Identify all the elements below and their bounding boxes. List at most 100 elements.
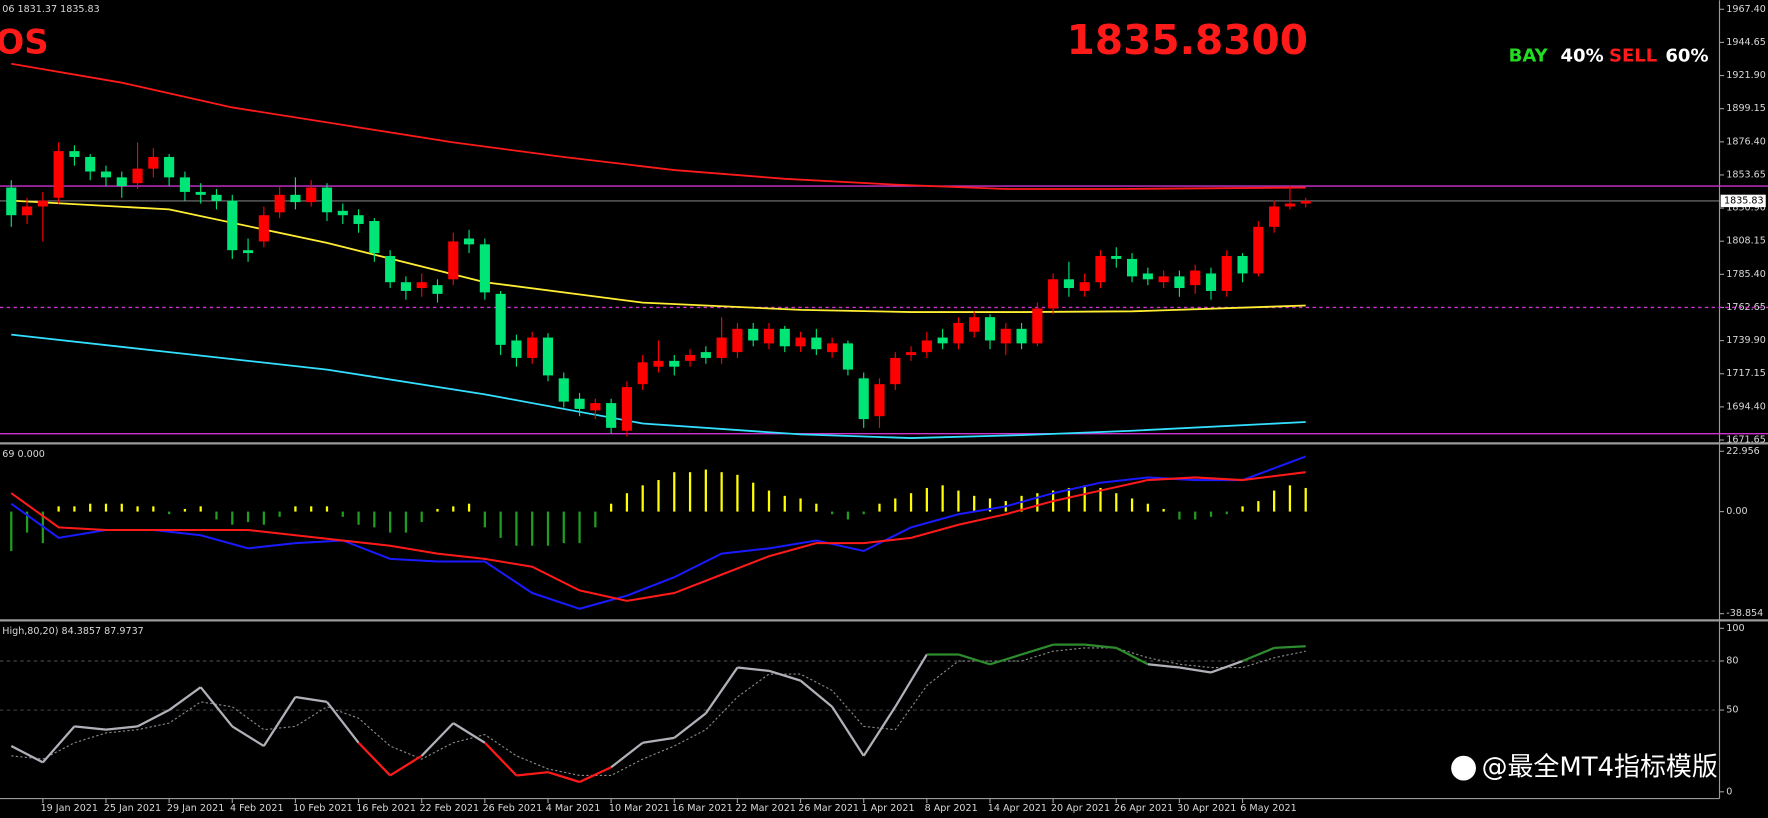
y-tick-label: 0 — [1726, 786, 1732, 797]
histogram-bar — [199, 506, 202, 512]
candle-body — [195, 191, 206, 195]
histogram-bar — [1099, 487, 1102, 512]
candle-body — [385, 255, 396, 283]
candle-body — [1300, 200, 1311, 204]
x-tick-label: 26 Mar 2021 — [798, 803, 859, 814]
histogram-bar — [1020, 495, 1023, 512]
candle-body — [921, 340, 932, 353]
histogram-bar — [294, 506, 297, 512]
histogram-bar — [1036, 493, 1039, 512]
candle-body — [479, 244, 490, 293]
histogram-bar — [136, 506, 139, 512]
histogram-bar — [278, 511, 281, 517]
stochastic-segment — [673, 712, 707, 739]
stochastic-segment — [41, 725, 76, 764]
candle-body — [100, 171, 112, 178]
histogram-bar — [815, 503, 818, 512]
stochastic-segment — [420, 722, 455, 757]
histogram-bar — [104, 503, 108, 512]
y-tick-label: 1694.40 — [1726, 401, 1766, 412]
y-tick-label: 80 — [1726, 656, 1738, 667]
current-price-box — [1720, 194, 1766, 208]
candle-body — [984, 317, 996, 341]
stochastic-segment — [1242, 646, 1275, 663]
histogram-bar — [389, 511, 392, 533]
stochastic-segment — [357, 741, 391, 777]
macd-line — [10, 471, 1306, 602]
candle-body — [116, 177, 127, 187]
candle-body — [321, 187, 333, 213]
histogram-bar — [404, 511, 408, 533]
candle-body — [1079, 282, 1090, 291]
y-tick-label: 1671.65 — [1726, 435, 1766, 446]
candle-body — [653, 360, 664, 367]
stochastic-segment — [989, 653, 1022, 666]
histogram-bar — [1083, 485, 1086, 512]
stochastic-segment — [168, 686, 202, 711]
candle-body — [132, 168, 143, 184]
candle-body — [448, 241, 459, 280]
candle-body — [969, 317, 980, 332]
stochastic-segment — [894, 653, 928, 708]
candle-body — [1126, 258, 1138, 277]
y-tick-label: 1739.90 — [1726, 335, 1766, 346]
x-tick-label: 16 Mar 2021 — [672, 803, 733, 814]
histogram-bar — [341, 511, 344, 517]
candle-body — [1269, 206, 1280, 227]
y-tick-label: 22.956 — [1726, 446, 1760, 457]
histogram-bar — [1130, 498, 1134, 512]
histogram-bar — [957, 490, 960, 512]
y-tick-label: 1921.90 — [1726, 70, 1766, 81]
candle-body — [1237, 255, 1248, 274]
histogram-bar — [499, 511, 502, 538]
candle-body — [179, 177, 190, 192]
histogram-bar — [973, 495, 976, 512]
candle-body — [242, 250, 254, 254]
header-label: 06 1831.37 1835.83 — [2, 4, 99, 15]
y-tick-label: 50 — [1726, 705, 1738, 716]
y-tick-label: 0.00 — [1726, 506, 1747, 517]
stochastic-segment — [642, 736, 675, 744]
y-tick-label: 1785.40 — [1726, 269, 1766, 280]
candle-body — [1000, 328, 1011, 344]
x-tick-label: 20 Apr 2021 — [1051, 803, 1110, 814]
candle-body — [1032, 308, 1043, 344]
histogram-bar — [988, 498, 992, 512]
candle-body — [69, 151, 80, 157]
x-tick-label: 10 Mar 2021 — [609, 803, 670, 814]
candle-body — [574, 398, 585, 409]
stochastic-segment — [10, 745, 44, 764]
histogram-bar — [357, 511, 360, 525]
x-tick-label: 8 Apr 2021 — [925, 803, 978, 814]
moving-average — [11, 333, 1306, 439]
candle-body — [1142, 273, 1153, 280]
y-tick-label: 100 — [1726, 623, 1744, 634]
histogram-bar — [57, 506, 60, 512]
candle-body — [306, 187, 317, 203]
candle-body — [416, 282, 427, 289]
candle-body — [953, 322, 964, 344]
candle-body — [669, 360, 680, 367]
histogram-bar — [1194, 511, 1197, 520]
candle-body — [1284, 203, 1295, 207]
stochastic-segment — [1147, 663, 1180, 669]
histogram-bar — [120, 503, 123, 512]
stochastic-segment — [74, 725, 107, 731]
y-tick-label: 1967.40 — [1726, 4, 1766, 15]
candle-body — [700, 352, 711, 358]
candle-body — [858, 378, 869, 420]
x-tick-label: 1 Apr 2021 — [861, 803, 914, 814]
histogram-bar — [531, 511, 534, 546]
stochastic-segment — [831, 706, 865, 757]
candle-body — [6, 187, 17, 216]
y-tick-label: 1944.65 — [1726, 37, 1766, 48]
candle-body — [400, 282, 411, 291]
histogram-bar — [941, 485, 944, 512]
histogram-bar — [10, 511, 13, 551]
y-tick-label: 1808.15 — [1726, 236, 1766, 247]
histogram-bar — [420, 511, 423, 523]
candle-body — [37, 200, 48, 207]
symbol-label: OS — [0, 23, 49, 62]
histogram-bar — [1304, 487, 1307, 512]
